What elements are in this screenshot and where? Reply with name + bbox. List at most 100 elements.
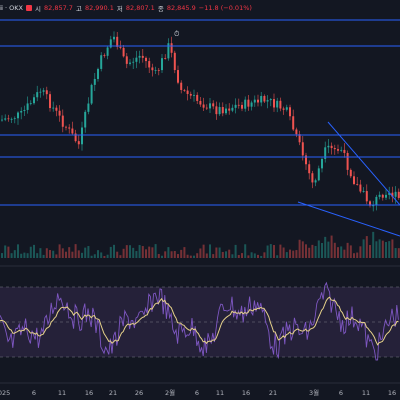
trend-line-lower[interactable]	[297, 201, 400, 237]
volume-bar	[36, 253, 39, 258]
alert-icon[interactable]: ⏱	[174, 30, 180, 38]
candle-body	[42, 90, 45, 92]
volume-bar	[39, 248, 42, 258]
volume-bar	[183, 247, 186, 258]
volume-bar	[4, 245, 7, 258]
volume-bar	[173, 250, 176, 258]
candle-body	[186, 90, 189, 94]
volume-bar	[327, 241, 330, 258]
volume-bar	[359, 246, 362, 258]
volume-bar	[77, 250, 80, 258]
candle-body	[74, 133, 77, 142]
candle-body	[285, 107, 288, 110]
candle-body	[119, 46, 122, 48]
candle-body	[253, 99, 256, 103]
time-tick-label: 6	[339, 389, 343, 397]
trend-lines[interactable]	[297, 121, 400, 237]
high-value: 82,990.1	[84, 4, 114, 12]
volume-bar	[292, 250, 295, 258]
candle-body	[58, 110, 61, 116]
candle-body	[29, 103, 32, 105]
trend-line-upper[interactable]	[327, 121, 400, 206]
volume-bar	[385, 242, 387, 258]
candle-body	[247, 99, 250, 107]
volume-bar	[129, 245, 131, 258]
candle-body	[65, 126, 67, 128]
time-axis: 2025 6 11 16 21 26 2월 6 11 16 21 3월 6 11 16	[0, 382, 400, 397]
volume-bar	[337, 247, 339, 258]
candle-body	[135, 57, 138, 62]
candle-body	[122, 47, 125, 57]
candle-body	[343, 149, 346, 153]
candle-body	[183, 89, 186, 91]
high-label: 고	[75, 5, 82, 13]
candle-body	[23, 109, 26, 111]
candle-body	[10, 118, 13, 120]
candle-body	[317, 168, 320, 181]
close-label: 종	[157, 5, 164, 13]
candle-body	[311, 173, 314, 183]
volume-bar	[317, 240, 320, 258]
time-tick-label: 2월	[165, 388, 175, 397]
candle-body	[193, 94, 195, 96]
candle-body	[55, 107, 58, 111]
volume-bar	[263, 252, 266, 258]
volume-bar	[253, 253, 256, 258]
volume-bar	[157, 253, 160, 258]
volume-bar	[26, 253, 29, 258]
volume-bar	[161, 255, 163, 258]
candle-body	[1, 119, 3, 121]
volume-bar	[205, 253, 208, 258]
volume-bar	[180, 249, 183, 258]
volume-bar	[164, 251, 167, 258]
candle-body	[340, 149, 343, 151]
volume-bar	[132, 247, 135, 258]
volume-bar	[170, 251, 173, 258]
candle-body	[314, 180, 317, 183]
candle-body	[145, 57, 147, 62]
volume-bar	[241, 253, 243, 258]
volume-bar	[145, 249, 147, 258]
candle-body	[353, 176, 355, 185]
time-tick-label: 21	[269, 389, 277, 397]
candle-body	[381, 194, 384, 198]
candle-body	[394, 191, 397, 197]
volume-bar	[260, 255, 263, 258]
candle-body	[33, 97, 35, 104]
open-value: 82,857.7	[44, 4, 73, 12]
candle-body	[273, 99, 275, 108]
candle-body	[225, 108, 227, 114]
volume-bar	[346, 242, 349, 258]
volume-bar	[81, 252, 83, 258]
candle-body	[196, 94, 199, 101]
flag-icon[interactable]	[26, 5, 33, 11]
candle-body	[26, 103, 29, 110]
volume-bar	[135, 251, 138, 258]
volume-bar	[394, 248, 397, 258]
volume-bar	[353, 253, 355, 258]
horizontal-levels[interactable]	[0, 19, 400, 206]
candle-body	[71, 128, 74, 134]
volume-bar	[52, 250, 55, 258]
candle-body	[298, 134, 301, 143]
volume-bar	[151, 247, 154, 258]
volume-bar	[93, 254, 96, 258]
volume-bar	[125, 245, 128, 258]
volume-bar	[321, 242, 323, 258]
volume-bar	[196, 253, 199, 258]
volume-bar	[356, 252, 359, 258]
candle-body	[263, 95, 266, 102]
volume-bar	[7, 246, 10, 258]
candle-body	[375, 196, 378, 206]
candle-body	[349, 169, 352, 177]
volume-bar	[116, 251, 119, 258]
candle-body	[20, 110, 23, 113]
candle-body	[52, 107, 55, 109]
volume-bar	[113, 244, 115, 258]
rsi-pane	[0, 265, 400, 361]
candle-body	[157, 69, 160, 71]
candle-body	[45, 90, 48, 95]
candle-body	[237, 104, 240, 106]
